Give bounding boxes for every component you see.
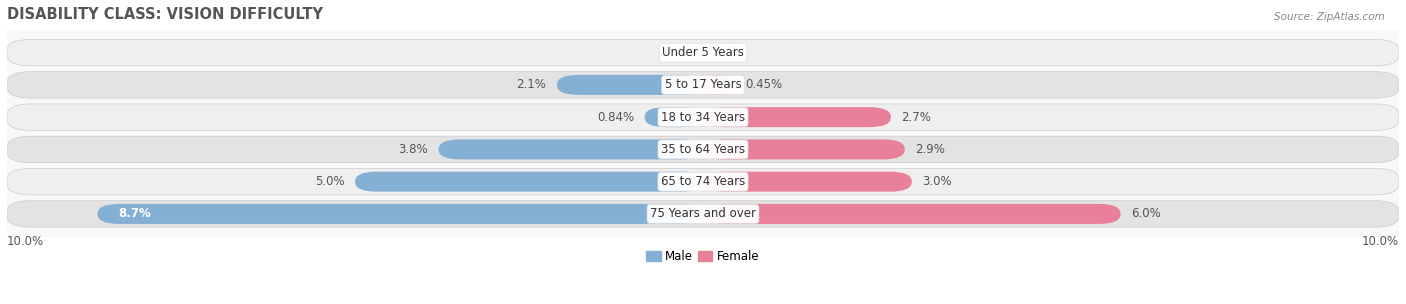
Text: Source: ZipAtlas.com: Source: ZipAtlas.com [1274, 12, 1385, 22]
FancyBboxPatch shape [354, 172, 703, 192]
FancyBboxPatch shape [7, 168, 1399, 195]
FancyBboxPatch shape [557, 75, 703, 95]
Text: 3.0%: 3.0% [922, 175, 952, 188]
Text: 2.7%: 2.7% [901, 111, 931, 124]
FancyBboxPatch shape [644, 107, 703, 127]
Text: 65 to 74 Years: 65 to 74 Years [661, 175, 745, 188]
FancyBboxPatch shape [7, 40, 1399, 66]
Text: 10.0%: 10.0% [7, 235, 44, 248]
Text: 5 to 17 Years: 5 to 17 Years [665, 78, 741, 92]
FancyBboxPatch shape [7, 72, 1399, 98]
Text: 2.9%: 2.9% [915, 143, 945, 156]
Text: 0.45%: 0.45% [745, 78, 782, 92]
Text: Under 5 Years: Under 5 Years [662, 46, 744, 59]
FancyBboxPatch shape [703, 75, 734, 95]
FancyBboxPatch shape [703, 107, 891, 127]
Text: 0.0%: 0.0% [713, 46, 742, 59]
FancyBboxPatch shape [439, 140, 703, 159]
Text: 8.7%: 8.7% [118, 207, 150, 220]
Legend: Male, Female: Male, Female [641, 245, 765, 268]
Text: 0.0%: 0.0% [664, 46, 693, 59]
FancyBboxPatch shape [703, 172, 912, 192]
FancyBboxPatch shape [7, 104, 1399, 130]
Text: 35 to 64 Years: 35 to 64 Years [661, 143, 745, 156]
Text: 18 to 34 Years: 18 to 34 Years [661, 111, 745, 124]
FancyBboxPatch shape [703, 140, 905, 159]
Text: 3.8%: 3.8% [398, 143, 427, 156]
Text: 6.0%: 6.0% [1130, 207, 1161, 220]
Text: DISABILITY CLASS: VISION DIFFICULTY: DISABILITY CLASS: VISION DIFFICULTY [7, 7, 323, 22]
Text: 2.1%: 2.1% [516, 78, 547, 92]
Text: 0.84%: 0.84% [598, 111, 634, 124]
FancyBboxPatch shape [7, 136, 1399, 163]
Text: 75 Years and over: 75 Years and over [650, 207, 756, 220]
FancyBboxPatch shape [97, 204, 703, 224]
Text: 5.0%: 5.0% [315, 175, 344, 188]
FancyBboxPatch shape [703, 204, 1121, 224]
Text: 10.0%: 10.0% [1362, 235, 1399, 248]
FancyBboxPatch shape [7, 201, 1399, 227]
